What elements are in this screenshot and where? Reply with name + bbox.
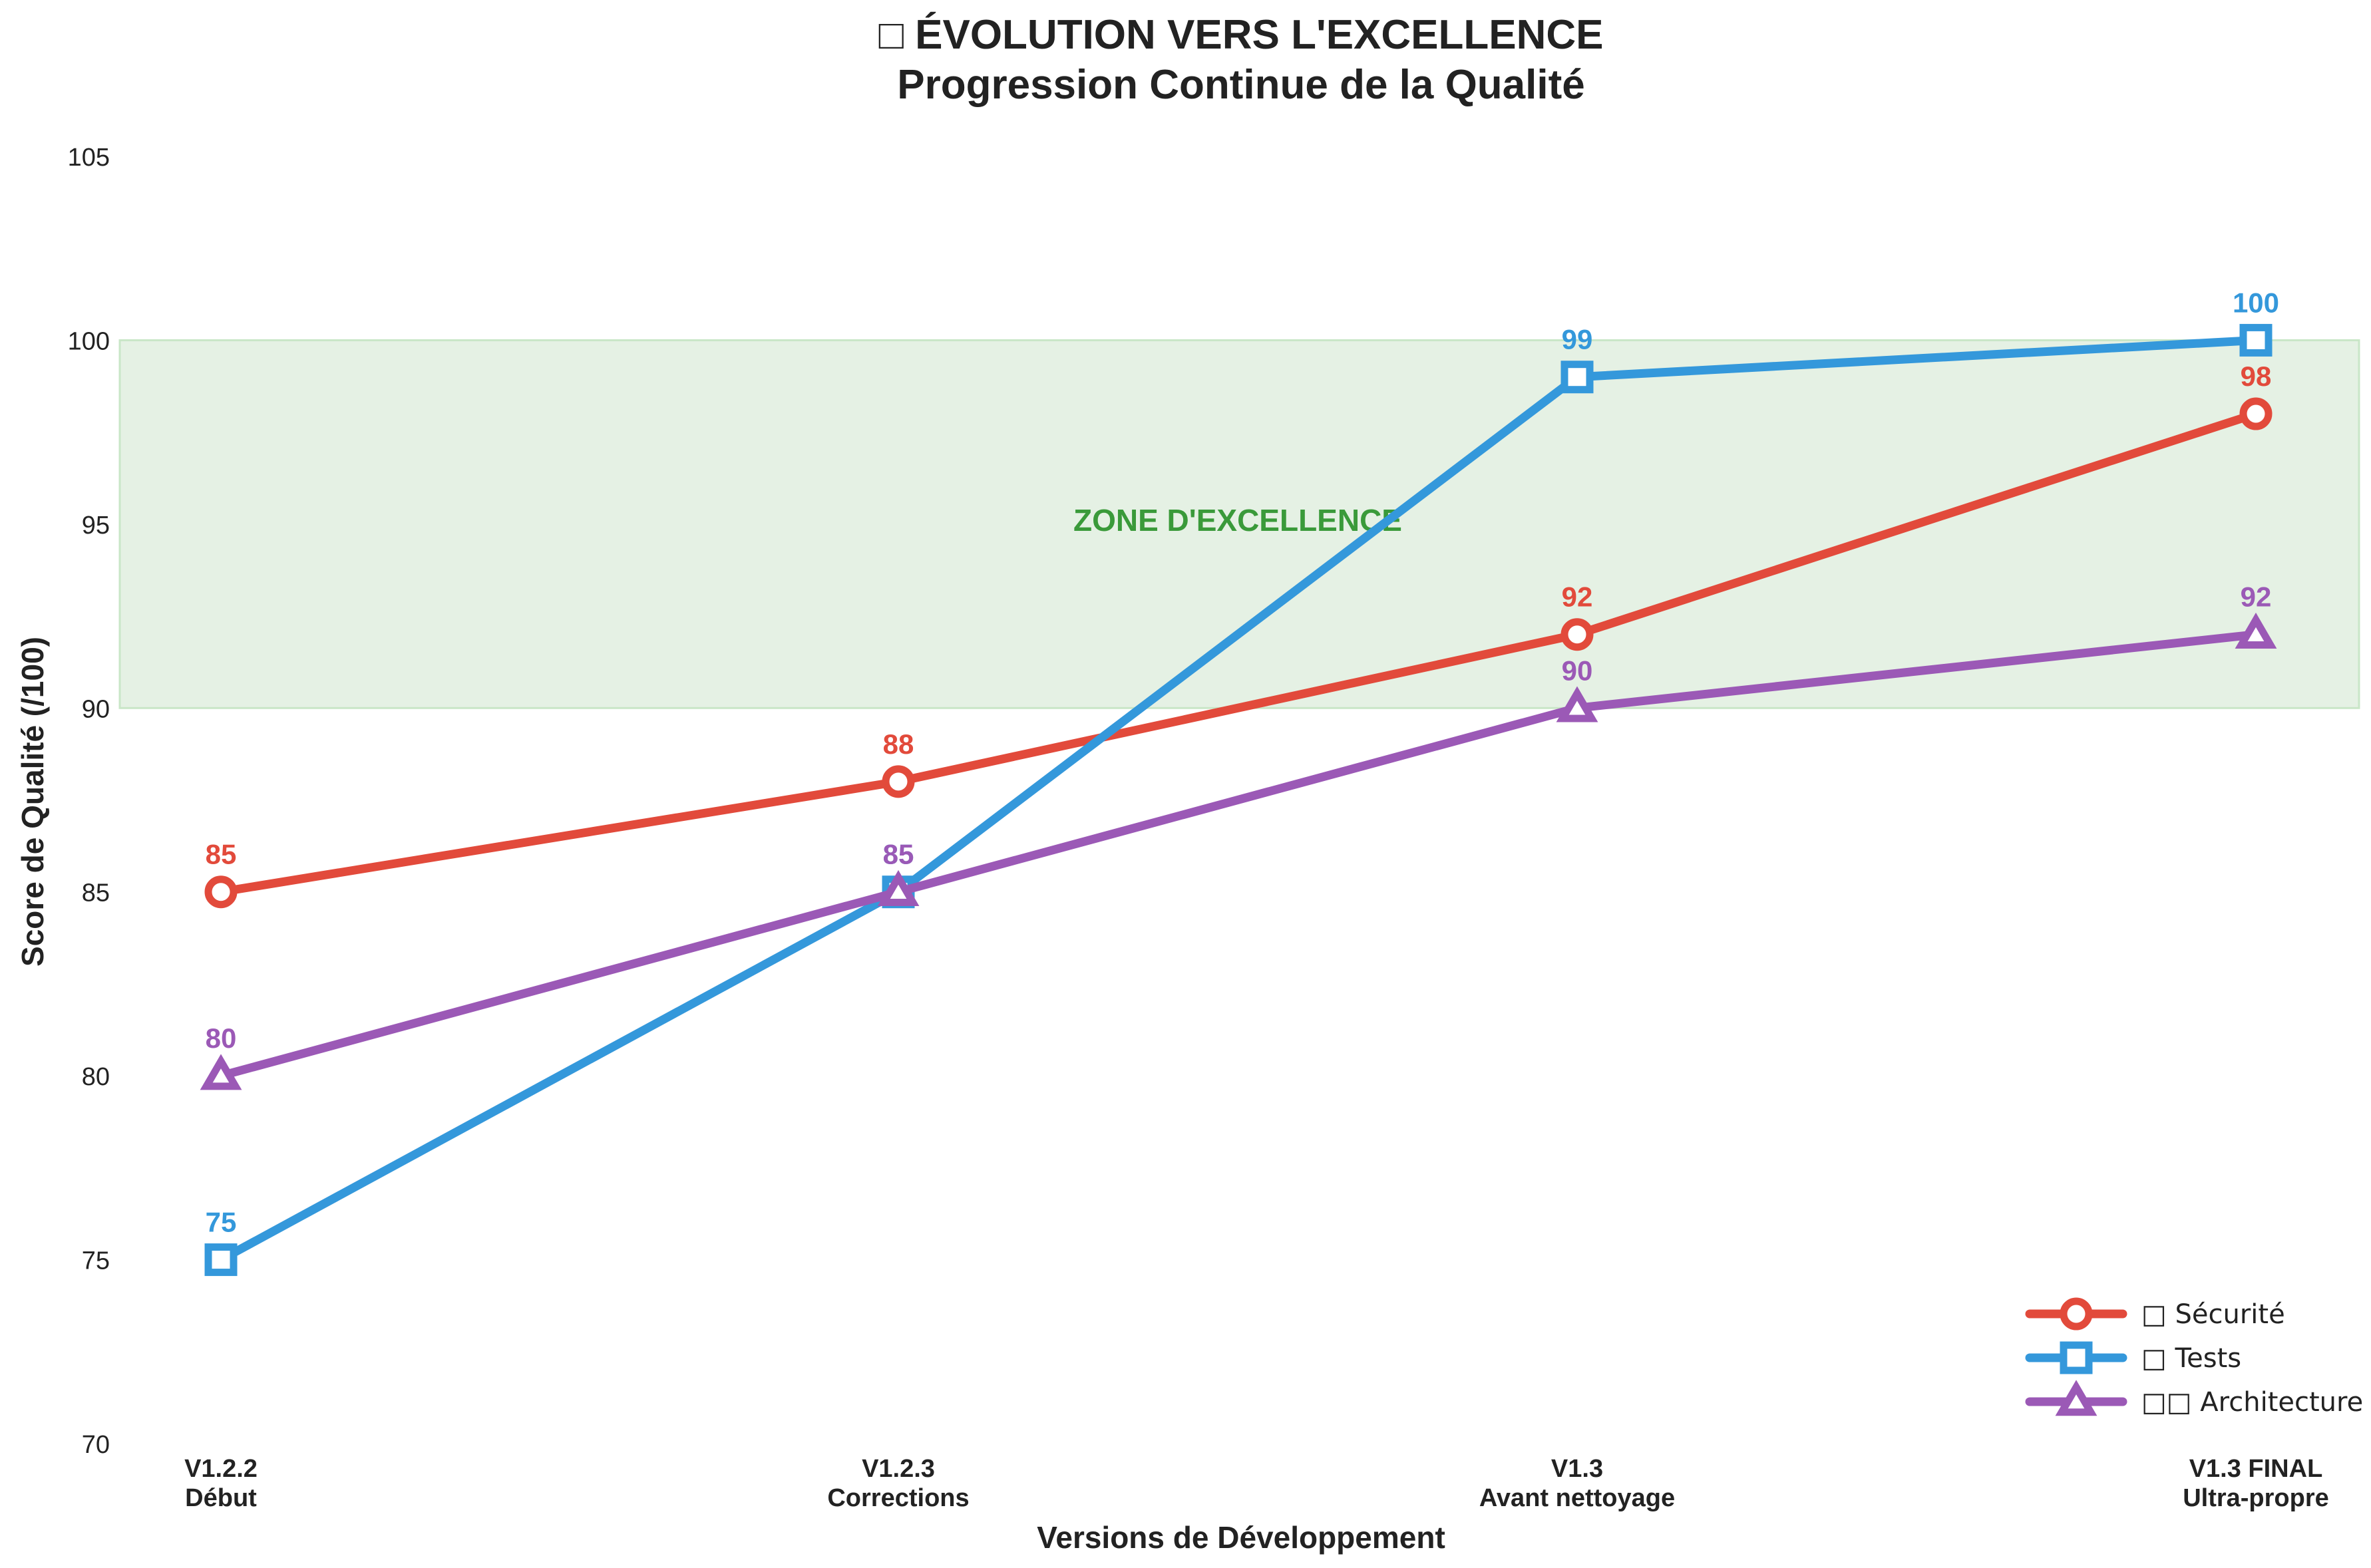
data-point-architecture: [200, 1054, 242, 1090]
data-label-architecture: 92: [2241, 581, 2272, 613]
data-label-architecture: 90: [1562, 655, 1593, 686]
data-point-architecture: [877, 869, 920, 906]
data-label-securite: 92: [1562, 581, 1593, 613]
series-architecture: [200, 612, 2277, 1090]
legend-item-architecture: □□ Architecture: [2025, 1380, 2363, 1418]
data-label-securite: 88: [883, 728, 914, 760]
legend: □ Sécurité □ Tests □□ Architecture: [2025, 1297, 2363, 1418]
x-tick-label-version: V1.3: [1551, 1455, 1603, 1483]
series-line-securite: [216, 409, 2261, 897]
legend-item-tests: □ Tests: [2025, 1341, 2241, 1374]
x-tick-label: V1.2.2 Début: [184, 1455, 258, 1512]
data-label-tests: 85: [883, 839, 914, 870]
y-axis-label: Score de Qualité (/100): [15, 637, 50, 967]
data-point-securite: [882, 765, 915, 798]
y-axis: 70 75 80 85 90 95 100 105: [68, 144, 110, 1459]
data-point-tests: [1560, 361, 1594, 394]
legend-label-tests: □ Tests: [2141, 1343, 2241, 1374]
series-line-tests: [216, 335, 2261, 1265]
x-axis: V1.2.2 Début V1.2.3 Corrections V1.3 Avant ne…: [184, 1455, 2329, 1512]
x-axis-label: Versions de Développement: [1037, 1520, 1445, 1555]
y-tick-label: 85: [82, 879, 110, 907]
x-tick-label: V1.3 FINAL Ultra-propre: [2183, 1455, 2329, 1512]
x-tick-label-stage: Ultra-propre: [2183, 1484, 2329, 1512]
x-tick-label-version: V1.2.2: [184, 1455, 258, 1483]
legend-marker-securite: [2060, 1297, 2093, 1331]
y-tick-label: 100: [68, 327, 110, 355]
excellence-band: [118, 339, 2360, 709]
y-tick-label: 95: [82, 512, 110, 540]
legend-label-architecture: □□ Architecture: [2141, 1387, 2363, 1418]
excellence-band-label: ZONE D'EXCELLENCE: [1073, 503, 1402, 538]
x-tick-label-stage: Avant nettoyage: [1479, 1484, 1675, 1512]
excellence-zone: ZONE D'EXCELLENCE: [118, 339, 2360, 709]
legend-marker-tests: [2060, 1341, 2093, 1374]
chart-subtitle: Progression Continue de la Qualité: [897, 62, 1585, 108]
data-label-architecture: 85: [883, 839, 914, 870]
legend-marker-architecture: [2055, 1380, 2097, 1416]
data-point-architecture: [1556, 686, 1598, 722]
data-point-securite: [204, 875, 238, 909]
data-point-tests: [2239, 323, 2273, 357]
data-label-architecture: 80: [206, 1022, 237, 1054]
chart-title: □ ÉVOLUTION VERS L'EXCELLENCE: [878, 12, 1603, 58]
data-label-tests: 99: [1562, 324, 1593, 355]
y-tick-label: 80: [82, 1063, 110, 1091]
x-tick-label-stage: Début: [185, 1484, 257, 1512]
y-tick-label: 70: [82, 1431, 110, 1459]
data-point-tests: [204, 1243, 238, 1277]
data-point-securite: [1560, 618, 1594, 651]
data-point-architecture: [2235, 612, 2277, 649]
y-tick-label: 105: [68, 144, 110, 172]
data-label-securite: 98: [2241, 361, 2272, 392]
x-tick-label-stage: Corrections: [827, 1484, 969, 1512]
series-group: [200, 323, 2277, 1277]
y-tick-label: 75: [82, 1247, 110, 1275]
data-label-tests: 100: [2233, 287, 2279, 318]
series-securite: [204, 397, 2273, 909]
legend-item-securite: □ Sécurité: [2025, 1297, 2285, 1331]
x-tick-label: V1.3 Avant nettoyage: [1479, 1455, 1675, 1512]
data-label-securite: 85: [206, 839, 237, 870]
x-tick-label-version: V1.3 FINAL: [2189, 1455, 2323, 1483]
x-tick-label: V1.2.3 Corrections: [827, 1455, 969, 1512]
data-point-securite: [2239, 397, 2273, 430]
legend-label-securite: □ Sécurité: [2141, 1299, 2285, 1330]
data-label-tests: 75: [206, 1207, 237, 1238]
x-tick-label-version: V1.2.3: [862, 1455, 935, 1483]
chart-title-group: □ ÉVOLUTION VERS L'EXCELLENCE Progressio…: [878, 12, 1603, 108]
y-tick-label: 90: [82, 695, 110, 723]
series-line-architecture: [216, 630, 2261, 1080]
